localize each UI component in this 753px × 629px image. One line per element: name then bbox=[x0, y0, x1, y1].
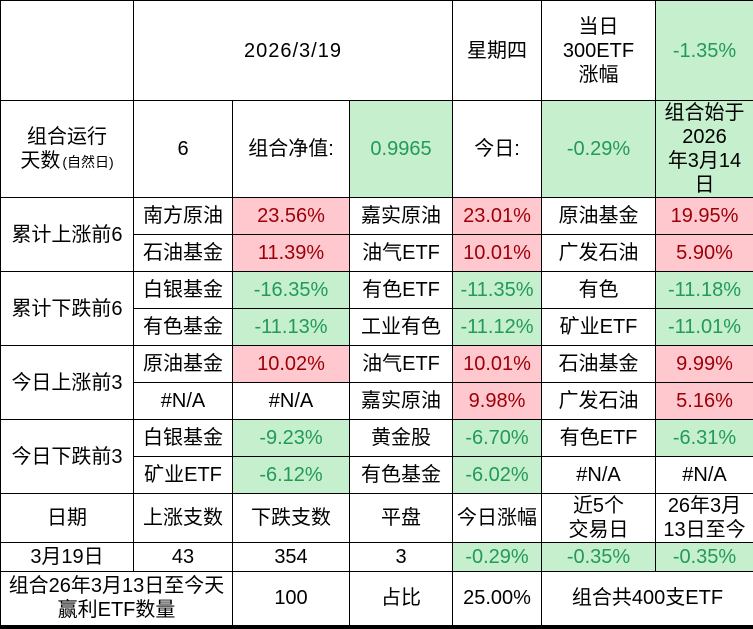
stats-header-flat: 平盘 bbox=[350, 494, 453, 543]
etf-change: -6.31% bbox=[656, 420, 753, 457]
weekday: 星期四 bbox=[453, 1, 542, 101]
etf-change: 23.01% bbox=[453, 198, 542, 235]
etf-name: 嘉实原油 bbox=[350, 198, 453, 235]
etf-change: -6.70% bbox=[453, 420, 542, 457]
etf-change: 19.95% bbox=[656, 198, 753, 235]
footer-win-label: 组合26年3月13日至今天 赢利ETF数量 bbox=[1, 572, 233, 627]
section-label-today-losers: 今日下跌前3 bbox=[1, 420, 134, 494]
stats-header-down: 下跌支数 bbox=[233, 494, 350, 543]
etf-name: 矿业ETF bbox=[134, 457, 233, 494]
nav-value: 0.9965 bbox=[350, 101, 453, 198]
etf-name: #N/A bbox=[134, 383, 233, 420]
etf-change: -11.12% bbox=[453, 309, 542, 346]
run-days-label: 组合运行 天数(自然日) bbox=[1, 101, 134, 198]
etf-change: 23.56% bbox=[233, 198, 350, 235]
stats-header-today: 今日涨幅 bbox=[453, 494, 542, 543]
run-days-note: (自然日) bbox=[62, 154, 113, 170]
stats-up-count: 43 bbox=[134, 543, 233, 572]
etf-change: 9.99% bbox=[656, 346, 753, 383]
nav-label: 组合净值: bbox=[233, 101, 350, 198]
stats-header-date: 日期 bbox=[1, 494, 134, 543]
section-label-cum-losers: 累计下跌前6 bbox=[1, 272, 134, 346]
etf-name: 工业有色 bbox=[350, 309, 453, 346]
run-days-label-line1: 组合运行 bbox=[3, 125, 131, 149]
etf-name: 广发石油 bbox=[542, 235, 656, 272]
stats-header-up: 上涨支数 bbox=[134, 494, 233, 543]
etf-name: 南方原油 bbox=[134, 198, 233, 235]
stats-header-recent5: 近5个 交易日 bbox=[542, 494, 656, 543]
stats-header-since: 26年3月 13日至今 bbox=[656, 494, 753, 543]
etf-name: 广发石油 bbox=[542, 383, 656, 420]
etf-name: #N/A bbox=[542, 457, 656, 494]
footer-win-count: 100 bbox=[233, 572, 350, 627]
etf-change-na: #N/A bbox=[233, 383, 350, 420]
etf300-label-line2: 300ETF bbox=[544, 39, 653, 63]
etf-name: 白银基金 bbox=[134, 420, 233, 457]
etf-change: -6.02% bbox=[453, 457, 542, 494]
etf-change: 5.90% bbox=[656, 235, 753, 272]
footer-ratio-value: 25.00% bbox=[453, 572, 542, 627]
etf-change: 10.02% bbox=[233, 346, 350, 383]
stats-recent5-change: -0.35% bbox=[542, 543, 656, 572]
etf-name: 白银基金 bbox=[134, 272, 233, 309]
etf-change: -16.35% bbox=[233, 272, 350, 309]
etf-name: 有色基金 bbox=[134, 309, 233, 346]
etf-name: 石油基金 bbox=[134, 235, 233, 272]
etf-change: 11.39% bbox=[233, 235, 350, 272]
etf-change: -11.01% bbox=[656, 309, 753, 346]
run-days-label-line2: 天数(自然日) bbox=[3, 149, 131, 173]
footer-total-note: 组合共400支ETF bbox=[542, 572, 753, 627]
etf-name: 有色基金 bbox=[350, 457, 453, 494]
etf-change: -11.18% bbox=[656, 272, 753, 309]
etf300-label: 当日 300ETF 涨幅 bbox=[542, 1, 656, 101]
etf-name: 有色ETF bbox=[542, 420, 656, 457]
stats-flat-count: 3 bbox=[350, 543, 453, 572]
run-days-value: 6 bbox=[134, 101, 233, 198]
etf-name: 黄金股 bbox=[350, 420, 453, 457]
etf-change: 10.01% bbox=[453, 346, 542, 383]
etf-change: -6.12% bbox=[233, 457, 350, 494]
etf-name: 嘉实原油 bbox=[350, 383, 453, 420]
today-change: -0.29% bbox=[542, 101, 656, 198]
etf-name: 矿业ETF bbox=[542, 309, 656, 346]
stats-date: 3月19日 bbox=[1, 543, 134, 572]
etf-change: -11.13% bbox=[233, 309, 350, 346]
stats-since-change: -0.35% bbox=[656, 543, 753, 572]
today-label: 今日: bbox=[453, 101, 542, 198]
footer-ratio-label: 占比 bbox=[350, 572, 453, 627]
etf300-change: -1.35% bbox=[656, 1, 753, 101]
etf-change: -9.23% bbox=[233, 420, 350, 457]
etf-name: 有色 bbox=[542, 272, 656, 309]
etf-change: 5.16% bbox=[656, 383, 753, 420]
etf-name: 原油基金 bbox=[134, 346, 233, 383]
etf-name: 油气ETF bbox=[350, 346, 453, 383]
start-note: 组合始于2026 年3月14日 bbox=[656, 101, 753, 198]
etf300-label-line3: 涨幅 bbox=[544, 63, 653, 87]
section-label-cum-gainers: 累计上涨前6 bbox=[1, 198, 134, 272]
etf-change-na: #N/A bbox=[656, 457, 753, 494]
empty-corner-cell bbox=[1, 1, 134, 101]
stats-down-count: 354 bbox=[233, 543, 350, 572]
report-date: 2026/3/19 bbox=[134, 1, 453, 101]
etf-name: 油气ETF bbox=[350, 235, 453, 272]
section-label-today-gainers: 今日上涨前3 bbox=[1, 346, 134, 420]
etf-change: -11.35% bbox=[453, 272, 542, 309]
etf-name: 石油基金 bbox=[542, 346, 656, 383]
etf300-label-line1: 当日 bbox=[544, 15, 653, 39]
etf-name: 有色ETF bbox=[350, 272, 453, 309]
etf-change: 9.98% bbox=[453, 383, 542, 420]
etf-change: 10.01% bbox=[453, 235, 542, 272]
etf-name: 原油基金 bbox=[542, 198, 656, 235]
stats-today-change: -0.29% bbox=[453, 543, 542, 572]
